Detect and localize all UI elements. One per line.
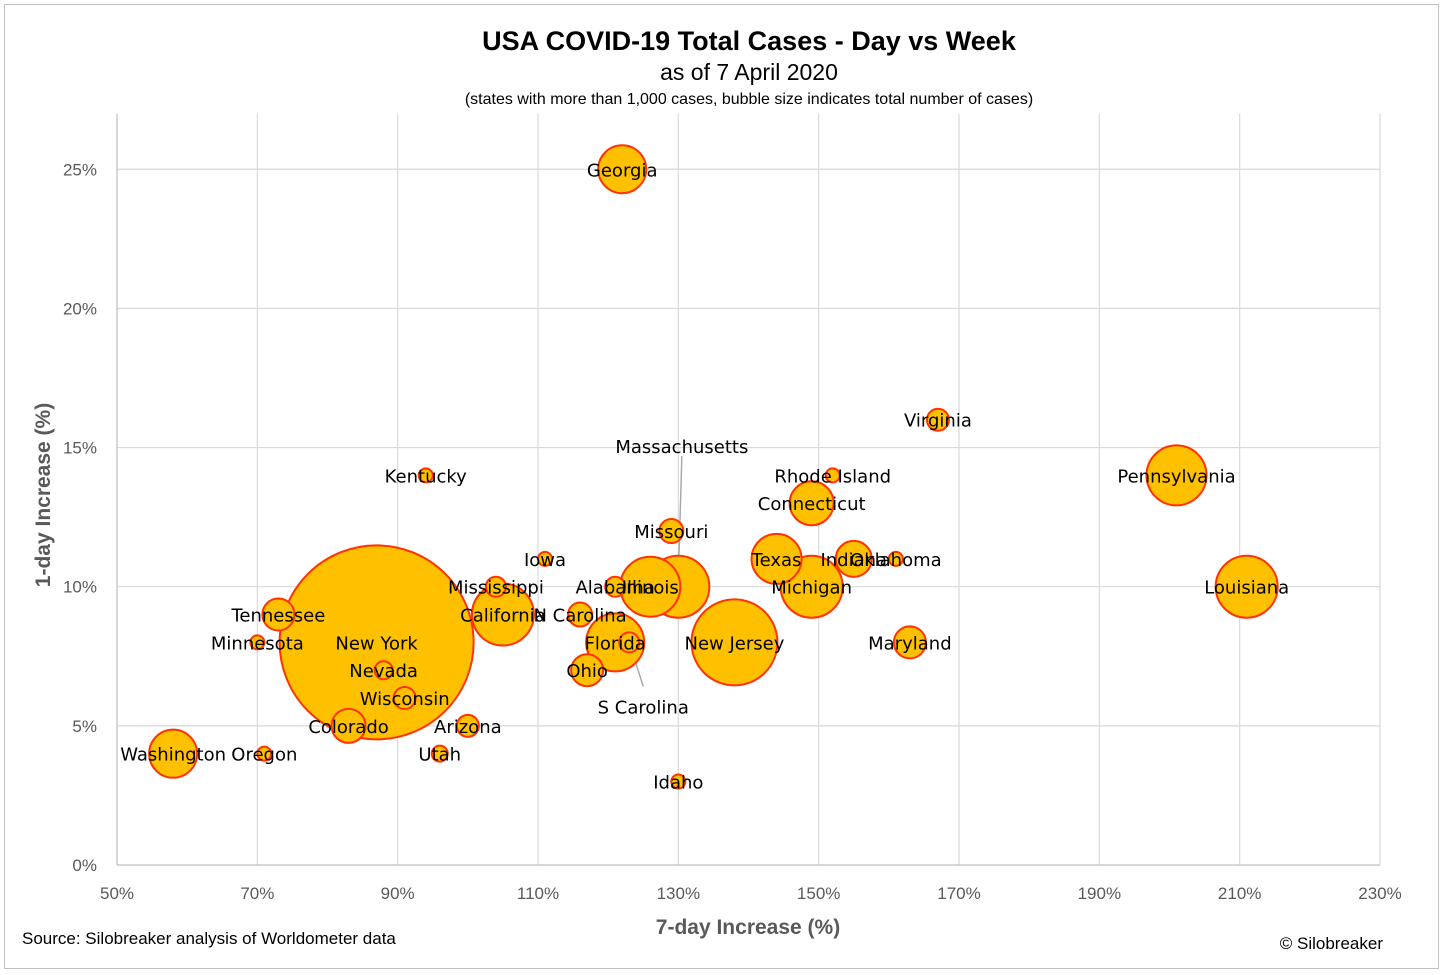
label-louisiana: Louisiana xyxy=(1204,578,1289,599)
y-tick-label: 25% xyxy=(63,160,97,179)
bubble-nevada xyxy=(373,660,394,681)
bubble-iowa xyxy=(537,550,554,567)
x-tick-label: 50% xyxy=(100,884,134,903)
bubble-louisiana xyxy=(1214,554,1279,619)
bubble-alabama xyxy=(604,575,627,598)
chart-subtitle: as of 7 April 2020 xyxy=(660,59,838,85)
x-axis-title: 7-day Increase (%) xyxy=(656,916,840,939)
bubble-florida xyxy=(585,612,646,673)
label-tennessee: Tennessee xyxy=(230,606,325,627)
label-rhode-island: Rhode Island xyxy=(774,466,891,487)
bubble-missouri xyxy=(658,518,685,545)
label-n-carolina: N Carolina xyxy=(533,606,626,627)
bubble-rhode-island xyxy=(824,467,841,484)
bubble-new-york xyxy=(278,544,475,741)
x-tick-label: 130% xyxy=(657,884,700,903)
label-virginia: Virginia xyxy=(904,411,972,432)
bubble-oklahoma xyxy=(887,550,904,567)
bubble-kentucky xyxy=(417,467,434,484)
label-massachusetts: Massachusetts xyxy=(615,437,748,458)
label-utah: Utah xyxy=(418,745,461,766)
bubble-new-jersey xyxy=(690,598,779,687)
bubble-texas xyxy=(750,532,803,585)
x-tick-label: 210% xyxy=(1218,884,1261,903)
label-michigan: Michigan xyxy=(771,578,852,599)
x-tick-label: 170% xyxy=(937,884,980,903)
bubble-minnesota xyxy=(249,634,266,651)
label-new-york: New York xyxy=(335,633,418,654)
y-tick-label: 15% xyxy=(63,439,97,458)
bubble-s-carolina xyxy=(618,631,641,654)
label-alabama: Alabama xyxy=(575,578,654,599)
label-georgia: Georgia xyxy=(587,160,658,181)
label-indiana: Indiana xyxy=(820,550,887,571)
bubble-utah xyxy=(430,744,449,763)
x-tick-label: 230% xyxy=(1358,884,1401,903)
chart-title: USA COVID-19 Total Cases - Day vs Week xyxy=(482,26,1017,56)
label-ohio: Ohio xyxy=(566,661,608,682)
bubble-n-carolina xyxy=(567,601,594,628)
y-tick-label: 20% xyxy=(63,299,97,318)
label-colorado: Colorado xyxy=(308,717,388,738)
label-arizona: Arizona xyxy=(434,717,502,738)
bubble-arizona xyxy=(455,713,480,738)
label-oklahoma: Oklahoma xyxy=(850,550,942,571)
tick-layer: 50% 70% 90% 110% 130% 150% 170% 190% 210% 230% 0% 5… xyxy=(63,160,1402,903)
bubble-connecticut xyxy=(788,480,835,527)
bubble-tennessee xyxy=(261,597,296,632)
label-texas: Texas xyxy=(751,550,802,571)
label-s-carolina: S Carolina xyxy=(598,697,689,718)
y-tick-label: 0% xyxy=(72,856,97,875)
label-nevada: Nevada xyxy=(349,661,418,682)
label-illinois: Illinois xyxy=(622,578,679,599)
label-wisconsin: Wisconsin xyxy=(360,689,450,710)
label-missouri: Missouri xyxy=(634,522,708,543)
bubble-mississippi xyxy=(484,575,507,598)
label-new-jersey: New Jersey xyxy=(685,633,785,654)
bubble-washington xyxy=(148,728,199,779)
bubble-colorado xyxy=(330,707,367,744)
bubble-wisconsin xyxy=(392,686,417,711)
bubble-ohio xyxy=(570,653,605,688)
chart-note: (states with more than 1,000 cases, bubb… xyxy=(465,91,1033,108)
label-mississippi: Mississippi xyxy=(448,578,544,599)
bubble-indiana xyxy=(834,539,873,578)
label-idaho: Idaho xyxy=(653,773,703,794)
x-tick-label: 90% xyxy=(381,884,415,903)
copyright-note: © Silobreaker xyxy=(1280,934,1384,953)
y-axis-title: 1-day Increase (%) xyxy=(32,403,55,587)
x-tick-label: 70% xyxy=(240,884,274,903)
label-california: California xyxy=(460,606,545,627)
source-note: Source: Silobreaker analysis of Worldome… xyxy=(22,929,396,948)
label-iowa: Iowa xyxy=(524,550,566,571)
x-tick-label: 110% xyxy=(517,884,559,903)
label-oregon: Oregon xyxy=(231,745,297,766)
bubble-idaho xyxy=(670,773,687,790)
x-tick-label: 150% xyxy=(797,884,840,903)
label-minnesota: Minnesota xyxy=(211,633,304,654)
label-layer: New York New Jersey Michigan California Loui… xyxy=(120,160,1289,793)
bubble-maryland xyxy=(892,625,927,660)
bubble-pennsylvania xyxy=(1145,444,1208,507)
x-tick-label: 190% xyxy=(1078,884,1121,903)
label-kentucky: Kentucky xyxy=(385,466,468,487)
label-florida: Florida xyxy=(585,633,646,654)
label-washington: Washington xyxy=(120,745,226,766)
bubble-oregon xyxy=(256,745,273,762)
y-tick-label: 5% xyxy=(72,717,97,736)
label-connecticut: Connecticut xyxy=(758,494,866,515)
y-tick-label: 10% xyxy=(63,578,97,597)
bubble-georgia xyxy=(597,144,648,195)
label-maryland: Maryland xyxy=(868,633,951,654)
label-pennsylvania: Pennsylvania xyxy=(1117,466,1235,487)
bubble-virginia xyxy=(925,407,950,432)
bubble-layer xyxy=(148,144,1279,790)
